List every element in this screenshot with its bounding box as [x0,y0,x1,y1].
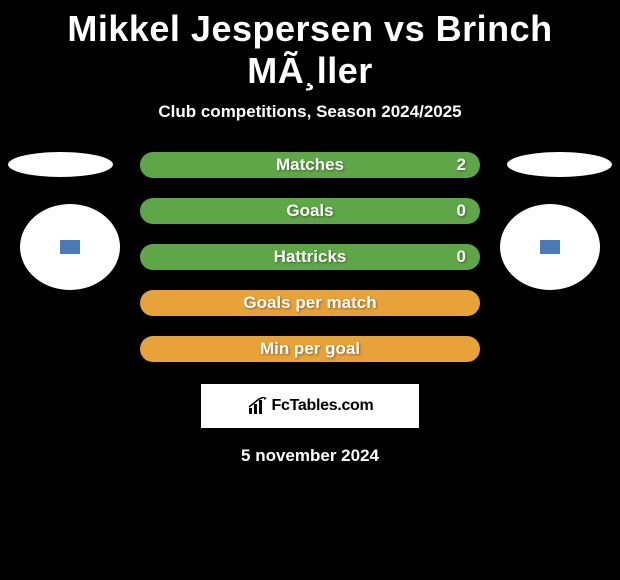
stat-bar-goals-per-match: Goals per match [140,290,480,316]
placeholder-icon [60,240,80,254]
stat-value: 0 [457,201,466,221]
page-title: Mikkel Jespersen vs Brinch MÃ¸ller [0,0,620,92]
player-avatar-left [20,204,120,290]
placeholder-icon [540,240,560,254]
stat-value: 0 [457,247,466,267]
footer-brand-box: FcTables.com [201,384,419,428]
chart-icon [247,397,269,415]
subtitle: Club competitions, Season 2024/2025 [0,102,620,122]
player-avatar-right [500,204,600,290]
stat-bar-hattricks: Hattricks 0 [140,244,480,270]
player-ellipse-right [507,152,612,177]
stat-bar-matches: Matches 2 [140,152,480,178]
fctables-logo: FcTables.com [247,397,374,415]
stat-label: Min per goal [260,339,360,359]
stat-label: Goals [286,201,333,221]
stats-content: Matches 2 Goals 0 Hattricks 0 Goals per … [0,152,620,466]
stat-label: Matches [276,155,344,175]
stat-value: 2 [457,155,466,175]
stats-bars: Matches 2 Goals 0 Hattricks 0 Goals per … [140,152,480,362]
stat-bar-min-per-goal: Min per goal [140,336,480,362]
stat-bar-goals: Goals 0 [140,198,480,224]
player-ellipse-left [8,152,113,177]
stat-label: Goals per match [243,293,376,313]
date-text: 5 november 2024 [0,446,620,466]
footer-brand-text: FcTables.com [272,397,374,415]
stat-label: Hattricks [274,247,347,267]
